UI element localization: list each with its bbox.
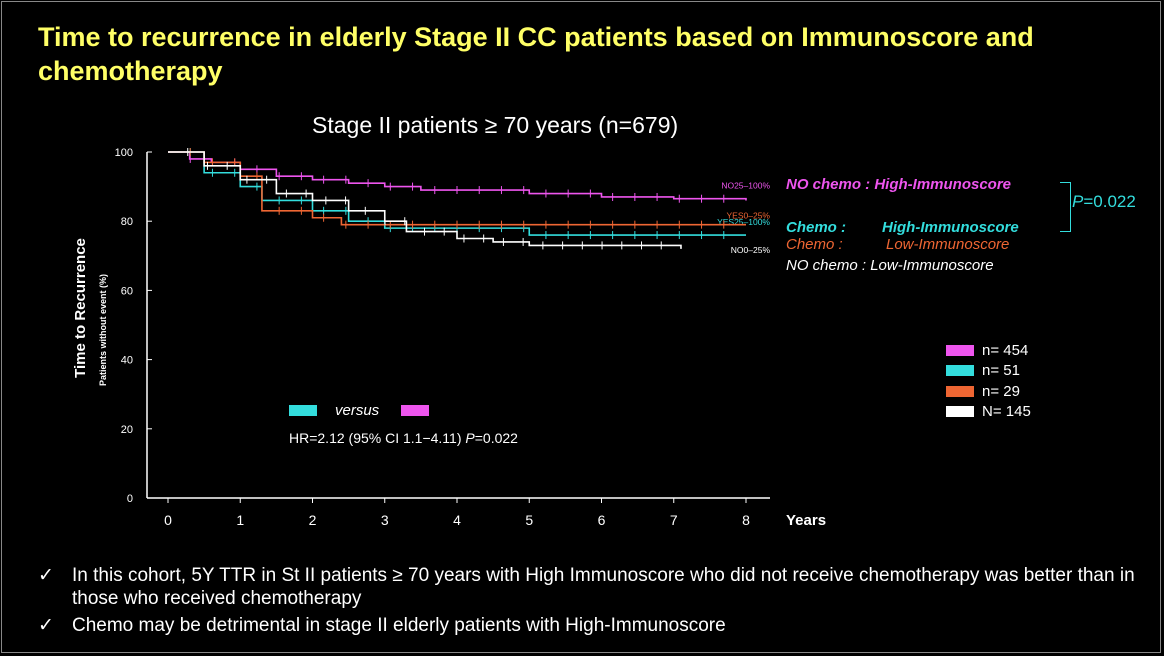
annotation-chemo-high-group: High-Immunoscore bbox=[882, 219, 1019, 236]
legend-item: n= 51 bbox=[946, 361, 1031, 382]
y-tick-label: 0 bbox=[127, 493, 133, 505]
annotation-chemo-low-group: Low-Immunoscore bbox=[886, 236, 1010, 253]
versus-swatch-chemo-high bbox=[289, 405, 317, 416]
chart-axes: 0 20 40 60 80 100 0 1 2 3 4 5 6 7 8 Years Time to Recurr… bbox=[72, 147, 826, 529]
x-tick-label: 3 bbox=[381, 512, 389, 528]
curve-end-label: NO0–25% bbox=[731, 245, 771, 255]
x-tick-label: 2 bbox=[309, 512, 317, 528]
annotation-nochemo-low: NO chemo : Low-Immunoscore bbox=[786, 257, 994, 274]
y-tick-label: 20 bbox=[121, 424, 133, 436]
y-tick-label: 60 bbox=[121, 285, 133, 297]
hr-p-letter: P bbox=[465, 430, 475, 446]
x-tick-label: 5 bbox=[525, 512, 533, 528]
annotation-chemo-high-label: Chemo : bbox=[786, 219, 846, 236]
annotation-chemo-high: Chemo : High-Immunoscore bbox=[786, 219, 1019, 236]
x-tick-label: 7 bbox=[670, 512, 678, 528]
km-curve-3 bbox=[168, 151, 682, 249]
versus-row: versus bbox=[289, 402, 430, 419]
x-tick-label: 0 bbox=[164, 512, 172, 528]
legend-swatch bbox=[946, 406, 974, 418]
versus-text: versus bbox=[335, 402, 380, 419]
bullet-text: In this cohort, 5Y TTR in St II patients… bbox=[72, 565, 1135, 609]
x-tick-label: 1 bbox=[236, 512, 244, 528]
checkmark-icon: ✓ bbox=[38, 565, 54, 586]
curve-end-label: YES0–25% bbox=[727, 211, 771, 221]
x-tick-label: 4 bbox=[453, 512, 461, 528]
y-tick-label: 80 bbox=[121, 216, 133, 228]
comparison-pvalue: P=0.022 bbox=[1072, 192, 1136, 211]
legend-label: N= 145 bbox=[982, 403, 1031, 421]
bullet-item: ✓ Chemo may be detrimental in stage II el… bbox=[38, 614, 1138, 637]
x-axis-label: Years bbox=[786, 512, 826, 529]
legend-item: n= 29 bbox=[946, 381, 1031, 402]
chart-series: NO25–100% YES25–100%YES0–25% NO0–25% bbox=[168, 148, 770, 255]
y-tick-label: 40 bbox=[121, 355, 133, 367]
legend-item: N= 145 bbox=[946, 402, 1031, 423]
y-tick-label: 100 bbox=[115, 147, 133, 159]
conclusion-bullets: ✓ In this cohort, 5Y TTR in St II patient… bbox=[38, 564, 1138, 641]
annotation-nochemo-high: NO chemo : High-Immunoscore bbox=[786, 176, 1012, 193]
slide-title: Time to recurrence in elderly Stage II C… bbox=[38, 22, 1034, 86]
legend-swatch bbox=[946, 365, 974, 377]
legend-label: n= 51 bbox=[982, 362, 1020, 380]
x-tick-label: 8 bbox=[742, 512, 750, 528]
bullet-text: Chemo may be detrimental in stage II eld… bbox=[72, 615, 726, 636]
hazard-ratio-text: HR=2.12 (95% CI 1.1−4.11) P=0.022 bbox=[289, 430, 518, 446]
x-tick-label: 6 bbox=[598, 512, 606, 528]
legend-item: n= 454 bbox=[946, 340, 1031, 361]
y-axis-label: Time to Recurrence bbox=[72, 238, 89, 378]
annotation-chemo-low: Chemo : Low-Immunoscore bbox=[786, 236, 1009, 253]
legend-swatch bbox=[946, 344, 974, 356]
y-axis-sublabel: Patients without event (%) bbox=[98, 274, 108, 386]
chart-subtitle: Stage II patients ≥ 70 years (n=679) bbox=[312, 112, 679, 138]
checkmark-icon: ✓ bbox=[38, 615, 54, 636]
annotation-chemo-low-label: Chemo : bbox=[786, 236, 843, 253]
curve-end-label: NO25–100% bbox=[721, 180, 770, 190]
chart-legend: n= 454 n= 51 n= 29 N= 145 bbox=[946, 340, 1031, 422]
pvalue-number: =0.022 bbox=[1083, 192, 1136, 211]
legend-swatch bbox=[946, 385, 974, 397]
legend-label: n= 29 bbox=[982, 382, 1020, 400]
bullet-item: ✓ In this cohort, 5Y TTR in St II patient… bbox=[38, 564, 1138, 610]
curve-end-label: YES25–100% bbox=[717, 217, 770, 227]
legend-label: n= 454 bbox=[982, 341, 1029, 359]
comparison-bracket bbox=[1060, 182, 1071, 232]
versus-swatch-nochemo-high bbox=[401, 405, 430, 416]
